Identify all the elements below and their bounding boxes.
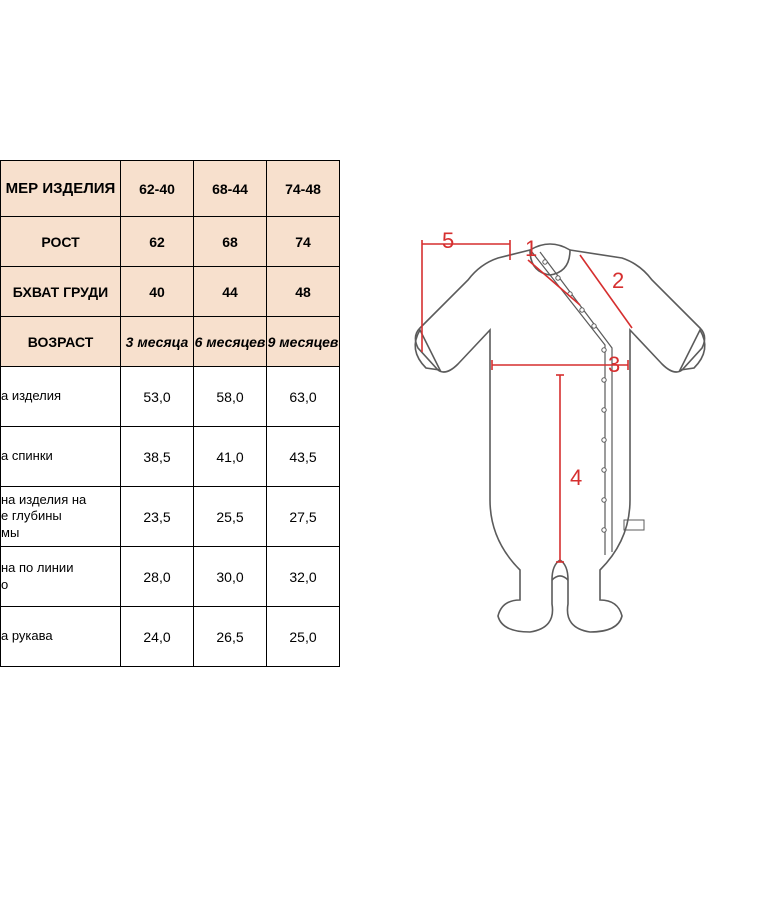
- measure-label-3: 3: [608, 352, 620, 377]
- row-3-c2: 30,0: [194, 547, 267, 607]
- row-2-c1: 23,5: [121, 487, 194, 547]
- row-1-c3: 43,5: [267, 427, 340, 487]
- size-table-region: МЕР ИЗДЕЛИЯ 62-40 68-44 74-48 РОСТ 62 68…: [0, 160, 340, 667]
- chest-c1: 40: [121, 267, 194, 317]
- garment-diagram: 1 2 3 4 5: [380, 200, 720, 640]
- row-label-3: на по линиио: [1, 547, 121, 607]
- row-4-c1: 24,0: [121, 607, 194, 667]
- measure-label-5: 5: [442, 228, 454, 253]
- measurement-labels: 1 2 3 4 5: [442, 228, 624, 490]
- row-0-c1: 53,0: [121, 367, 194, 427]
- header-product-size: МЕР ИЗДЕЛИЯ: [1, 161, 121, 217]
- chest-c3: 48: [267, 267, 340, 317]
- height-c3: 74: [267, 217, 340, 267]
- header-c2: 68-44: [194, 161, 267, 217]
- row-3-c1: 28,0: [121, 547, 194, 607]
- height-c2: 68: [194, 217, 267, 267]
- age-c3: 9 месяцев: [267, 317, 340, 367]
- row-4-c2: 26,5: [194, 607, 267, 667]
- measurement-lines: [422, 240, 632, 562]
- row-1-c1: 38,5: [121, 427, 194, 487]
- header-c3: 74-48: [267, 161, 340, 217]
- row-0-c2: 58,0: [194, 367, 267, 427]
- garment-diagram-region: 1 2 3 4 5: [340, 160, 720, 640]
- header-age: ВОЗРАСТ: [1, 317, 121, 367]
- measure-label-1: 1: [525, 236, 537, 261]
- chest-c2: 44: [194, 267, 267, 317]
- row-2-c2: 25,5: [194, 487, 267, 547]
- measure-label-2: 2: [612, 268, 624, 293]
- header-c1: 62-40: [121, 161, 194, 217]
- age-c1: 3 месяца: [121, 317, 194, 367]
- row-1-c2: 41,0: [194, 427, 267, 487]
- size-table: МЕР ИЗДЕЛИЯ 62-40 68-44 74-48 РОСТ 62 68…: [0, 160, 340, 667]
- row-3-c3: 32,0: [267, 547, 340, 607]
- row-label-1: а спинки: [1, 427, 121, 487]
- height-c1: 62: [121, 217, 194, 267]
- age-c2: 6 месяцев: [194, 317, 267, 367]
- row-4-c3: 25,0: [267, 607, 340, 667]
- header-chest: БХВАТ ГРУДИ: [1, 267, 121, 317]
- measure-label-4: 4: [570, 465, 582, 490]
- row-0-c3: 63,0: [267, 367, 340, 427]
- row-label-2: на изделия нае глубинымы: [1, 487, 121, 547]
- row-label-4: а рукава: [1, 607, 121, 667]
- header-height: РОСТ: [1, 217, 121, 267]
- row-label-0: а изделия: [1, 367, 121, 427]
- row-2-c3: 27,5: [267, 487, 340, 547]
